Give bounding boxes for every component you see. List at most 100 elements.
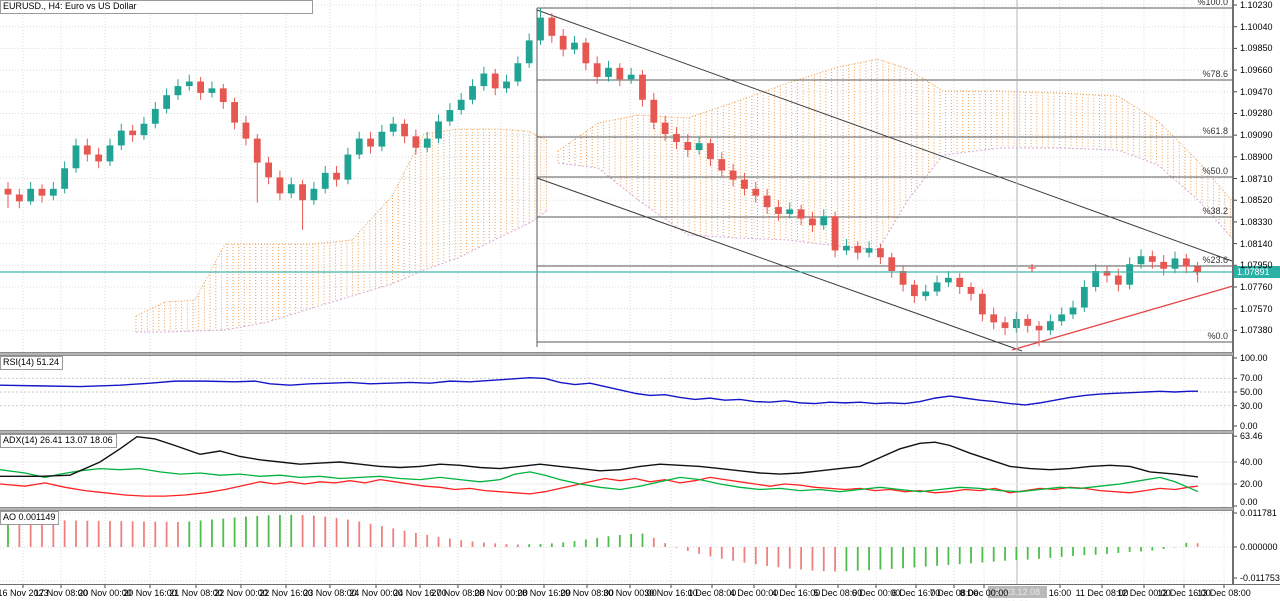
candle-body-down — [83, 145, 91, 155]
time-axis-label: 24 Nov 00:00 — [349, 588, 403, 598]
candle-body-down — [559, 35, 567, 50]
candle-body-down — [1035, 325, 1043, 331]
time-axis-label: 27 Nov 08:00 — [431, 588, 485, 598]
candle-body-up — [423, 138, 431, 148]
candle-body-down — [831, 216, 839, 251]
candle-body-up — [446, 110, 454, 122]
candle-body-up — [310, 188, 318, 201]
candle-body-down — [797, 209, 805, 219]
candle-body-down — [741, 179, 748, 189]
candle-body-up — [514, 63, 522, 82]
time-axis-label: 22 Nov 16:00 — [259, 588, 313, 598]
candle-body-up — [922, 291, 930, 297]
adx-indicator-label: ADX(14) 26.41 13.07 18.06 — [0, 434, 117, 448]
time-axis-label: 4 Dec 00:00 — [729, 588, 779, 598]
candle-body-down — [775, 207, 782, 214]
time-axis[interactable] — [0, 584, 1280, 601]
adx-axis-label: 0.00 — [1240, 497, 1258, 507]
candle-body-up — [820, 216, 828, 226]
candle-body-down — [333, 172, 340, 180]
time-axis-label: 16:00 — [1048, 588, 1072, 598]
candle-body-down — [1194, 266, 1202, 273]
candle-body-down — [684, 142, 692, 150]
time-axis-label: 7 Dec 08:00 — [929, 588, 979, 598]
time-axis-label: 21 Nov 08:00 — [169, 588, 223, 598]
senkou-span-a-line — [135, 128, 549, 317]
candle-body-down — [956, 277, 964, 287]
candle-body-down — [219, 88, 227, 103]
ao-axis-label: -0.011753 — [1240, 573, 1280, 583]
candle-body-down — [1160, 261, 1168, 269]
candle-body-up — [865, 248, 873, 253]
price-axis-label: 1.07760 — [1240, 281, 1273, 292]
price-axis-label: 1.08330 — [1240, 216, 1273, 227]
fib-level-label: %50.0 — [1202, 166, 1228, 176]
candle-body-down — [673, 134, 680, 143]
time-axis-label: 24 Nov 16:00 — [393, 588, 447, 598]
candle-body-up — [933, 282, 941, 292]
candle-body-up — [525, 40, 533, 64]
time-axis-label: 22 Nov 00:00 — [214, 588, 268, 598]
candle-body-down — [265, 162, 272, 178]
price-axis[interactable] — [1233, 0, 1280, 584]
time-axis-label: 29 Nov 08:00 — [560, 588, 614, 598]
price-axis-label: 1.08520 — [1240, 195, 1273, 206]
candle-body-up — [106, 145, 114, 162]
candle-body-up — [1012, 318, 1020, 329]
candle-body-up — [344, 154, 352, 180]
candle-body-up — [140, 123, 148, 136]
candle-body-down — [231, 102, 238, 123]
panel-separator[interactable] — [0, 430, 1233, 434]
fib-level-label: %38.2 — [1202, 206, 1228, 216]
candle-body-up — [435, 121, 442, 139]
panel-separator[interactable] — [0, 352, 1233, 356]
candle-body-up — [695, 143, 703, 150]
candle-body-down — [809, 218, 816, 226]
price-axis-label: 1.10040 — [1240, 21, 1273, 32]
candle-body-up — [537, 17, 544, 41]
candle-body-up — [469, 86, 476, 100]
channel-trendline — [536, 9, 1233, 262]
candle-body-up — [843, 245, 850, 251]
candle-body-down — [1182, 258, 1190, 267]
price-axis-label: 1.07570 — [1240, 303, 1273, 314]
candle-body-down — [661, 122, 669, 135]
price-axis-label: 1.08900 — [1240, 151, 1273, 162]
adx-axis-label: 20.00 — [1240, 479, 1263, 489]
price-axis-label: 1.09470 — [1240, 86, 1273, 97]
time-axis-label: 12 Dec 16:00 — [1157, 588, 1211, 598]
ao-axis-label: 0.000000 — [1240, 542, 1278, 552]
fib-level-label: %61.8 — [1202, 126, 1228, 136]
candle-body-down — [763, 195, 771, 208]
candle-body-up — [185, 81, 193, 87]
fib-level-label: %0.0 — [1207, 331, 1228, 341]
candle-body-down — [253, 138, 261, 163]
adx-axis-label: 40.00 — [1240, 457, 1263, 467]
time-axis-label: 4 Dec 16:00 — [771, 588, 821, 598]
candle-body-down — [1148, 256, 1156, 262]
price-axis-label: 1.08140 — [1240, 238, 1273, 249]
candle-body-down — [15, 194, 23, 202]
candle-body-down — [242, 122, 250, 139]
candle-body-up — [117, 130, 125, 146]
candle-body-up — [49, 188, 57, 196]
candle-body-down — [197, 81, 205, 93]
candle-body-down — [367, 138, 374, 147]
candle-body-up — [1069, 307, 1077, 315]
candle-body-down — [752, 188, 760, 196]
candle-body-up — [1058, 314, 1066, 322]
time-axis-label: 1 Dec 08:00 — [687, 588, 737, 598]
candle-body-down — [129, 130, 137, 136]
time-axis-label: 12 Dec 00:00 — [1117, 588, 1171, 598]
rsi-axis-label: 70.00 — [1240, 373, 1263, 384]
time-axis-label: 11 Dec 08:00 — [1075, 588, 1129, 598]
senkou-span-b-line — [557, 147, 1233, 251]
candle-body-down — [4, 188, 12, 195]
panel-separator[interactable] — [0, 507, 1233, 511]
candle-body-up — [72, 145, 80, 169]
senkou-span-a-line — [557, 58, 1233, 202]
candle-body-down — [95, 154, 103, 162]
candle-body-up — [571, 42, 578, 50]
price-axis-label: 1.09090 — [1240, 130, 1273, 141]
